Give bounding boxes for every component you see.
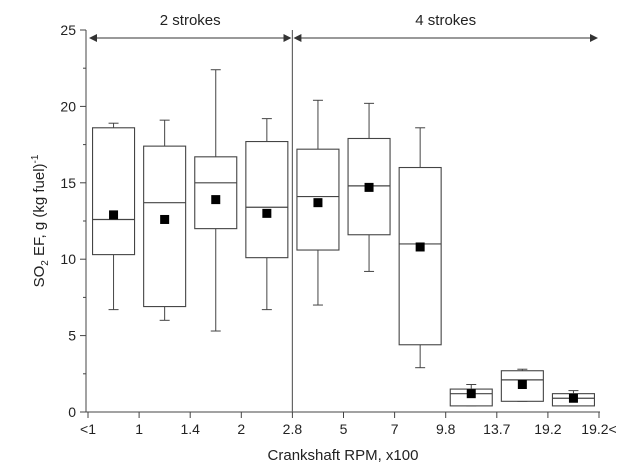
- y-axis-ticks: 0 5 10 15 20 25: [60, 22, 86, 420]
- x-tick-label: 13.7: [483, 421, 510, 437]
- box-item: [296, 99, 340, 306]
- group-label: 2 strokes: [160, 12, 221, 29]
- y-axis-label-subscript: 2: [40, 260, 51, 266]
- x-tick-label: 1: [135, 421, 143, 437]
- mean-marker: [109, 210, 119, 220]
- box-iqr: [245, 140, 289, 259]
- box-item: [92, 122, 136, 311]
- box-item: [194, 69, 238, 332]
- x-tick-label: 19.2: [534, 421, 561, 437]
- mean-marker: [517, 379, 527, 389]
- y-tick-label: 15: [60, 175, 76, 191]
- box-item: [143, 119, 187, 321]
- y-axis-label: SO2 EF, g (kg fuel)-1: [30, 154, 51, 287]
- y-tick-label: 10: [60, 251, 76, 267]
- group-annotations: 2 strokes 4 strokes: [89, 12, 598, 412]
- mean-marker: [466, 389, 476, 399]
- mean-marker: [262, 208, 272, 218]
- group-label: 4 strokes: [415, 12, 476, 29]
- box-item: [398, 127, 442, 369]
- box-iqr: [92, 127, 136, 256]
- box-iqr: [500, 370, 544, 402]
- x-tick-label: 2: [237, 421, 245, 437]
- x-axis-label: Crankshaft RPM, x100: [268, 447, 419, 464]
- y-axis-label-prefix: SO: [31, 266, 48, 288]
- mean-marker: [364, 182, 374, 192]
- y-axis-label-main: EF, g (kg fuel): [31, 163, 48, 260]
- x-axis-ticks: <1 1 1.4 2 2.8 5 7 9.8 13.7 19.2 19.2<: [80, 412, 617, 437]
- x-tick-label: 2.8: [283, 421, 303, 437]
- y-tick-label: 5: [68, 328, 76, 344]
- x-tick-label: 9.8: [436, 421, 456, 437]
- box-item: [551, 390, 596, 407]
- box-iqr: [398, 166, 442, 346]
- mean-marker: [211, 195, 221, 205]
- boxes: [92, 69, 596, 407]
- y-tick-label: 25: [60, 22, 76, 38]
- x-tick-label: <1: [80, 421, 96, 437]
- x-tick-label: 7: [391, 421, 399, 437]
- box-iqr: [194, 156, 238, 230]
- box-item: [245, 118, 289, 311]
- box-item: [449, 383, 493, 407]
- mean-marker: [160, 214, 170, 224]
- mean-marker: [568, 393, 578, 403]
- x-tick-label: 19.2<: [581, 421, 616, 437]
- x-tick-label: 5: [340, 421, 348, 437]
- y-tick-label: 20: [60, 98, 76, 114]
- mean-marker: [415, 242, 425, 252]
- y-axis-label-superscript: -1: [30, 154, 41, 163]
- box-item: [500, 368, 544, 402]
- y-tick-label: 0: [68, 404, 76, 420]
- box-iqr: [143, 145, 187, 308]
- mean-marker: [313, 198, 323, 208]
- x-tick-label: 1.4: [180, 421, 200, 437]
- box-item: [347, 102, 391, 272]
